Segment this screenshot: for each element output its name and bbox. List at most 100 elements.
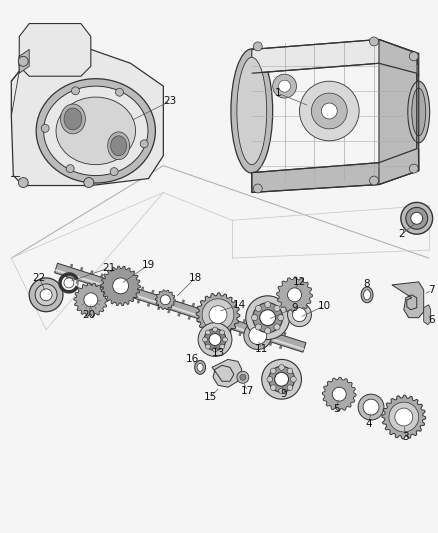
Ellipse shape (108, 132, 130, 160)
Circle shape (288, 303, 311, 327)
Ellipse shape (361, 287, 373, 303)
Polygon shape (11, 50, 163, 185)
Circle shape (253, 184, 262, 193)
Circle shape (110, 168, 118, 175)
Circle shape (265, 328, 271, 334)
Text: 3: 3 (403, 432, 409, 442)
Polygon shape (263, 326, 266, 329)
Ellipse shape (64, 108, 82, 130)
Polygon shape (100, 273, 103, 278)
Circle shape (370, 176, 378, 185)
Circle shape (274, 324, 280, 330)
Polygon shape (249, 335, 252, 339)
Text: 2: 2 (399, 229, 405, 239)
Circle shape (287, 368, 293, 374)
Polygon shape (172, 296, 175, 301)
Text: 14: 14 (233, 300, 247, 310)
Circle shape (205, 330, 210, 335)
Text: 8: 8 (364, 279, 371, 289)
Polygon shape (137, 300, 140, 303)
Polygon shape (162, 293, 164, 297)
Text: 11: 11 (255, 344, 268, 354)
Text: 20: 20 (82, 310, 95, 320)
Ellipse shape (194, 360, 205, 374)
Circle shape (273, 74, 297, 98)
Polygon shape (192, 303, 195, 307)
Circle shape (251, 314, 258, 321)
Circle shape (160, 295, 170, 305)
Text: 12: 12 (293, 277, 306, 287)
Circle shape (279, 365, 284, 370)
Polygon shape (101, 266, 141, 306)
Polygon shape (196, 293, 240, 336)
Polygon shape (322, 377, 356, 411)
Ellipse shape (364, 290, 371, 300)
Circle shape (116, 88, 124, 96)
Polygon shape (66, 277, 69, 280)
Polygon shape (392, 282, 424, 318)
Text: 21: 21 (102, 263, 115, 273)
Polygon shape (208, 322, 211, 326)
Circle shape (268, 366, 294, 392)
Circle shape (260, 310, 276, 326)
Text: 18: 18 (188, 273, 202, 283)
Polygon shape (273, 329, 276, 333)
Polygon shape (96, 286, 99, 290)
Circle shape (18, 177, 28, 188)
Text: 4: 4 (366, 419, 372, 429)
Circle shape (209, 334, 221, 345)
Circle shape (389, 402, 419, 432)
Polygon shape (277, 277, 312, 313)
Polygon shape (55, 269, 304, 350)
Circle shape (255, 305, 261, 311)
Polygon shape (86, 283, 89, 287)
Polygon shape (19, 23, 91, 76)
Polygon shape (155, 290, 175, 310)
Circle shape (409, 164, 418, 173)
Polygon shape (141, 287, 144, 290)
Circle shape (209, 306, 227, 324)
Text: 1: 1 (274, 88, 281, 98)
Circle shape (253, 303, 283, 333)
Circle shape (35, 284, 57, 306)
Circle shape (332, 387, 346, 401)
Circle shape (204, 329, 226, 351)
Polygon shape (198, 319, 201, 323)
Circle shape (202, 299, 234, 330)
Circle shape (279, 80, 290, 92)
Circle shape (270, 385, 276, 391)
Ellipse shape (197, 364, 203, 372)
Circle shape (358, 394, 384, 420)
Text: 17: 17 (241, 386, 254, 396)
Circle shape (66, 165, 74, 173)
Polygon shape (283, 332, 286, 336)
Ellipse shape (412, 88, 426, 136)
Polygon shape (424, 305, 431, 325)
Circle shape (64, 278, 74, 288)
Circle shape (253, 42, 262, 51)
Text: 15: 15 (203, 392, 217, 402)
Circle shape (220, 330, 225, 335)
Polygon shape (117, 293, 120, 297)
Circle shape (205, 344, 210, 349)
Polygon shape (131, 284, 134, 287)
Polygon shape (54, 263, 306, 352)
Circle shape (202, 337, 207, 342)
Text: 9: 9 (280, 389, 287, 399)
Polygon shape (229, 329, 231, 333)
Polygon shape (74, 283, 108, 317)
Polygon shape (239, 332, 242, 336)
Text: 22: 22 (32, 273, 46, 283)
Polygon shape (157, 306, 160, 310)
Polygon shape (127, 296, 130, 300)
Polygon shape (188, 316, 191, 320)
Circle shape (84, 177, 94, 188)
Text: 19: 19 (142, 260, 155, 270)
Ellipse shape (111, 136, 127, 156)
Circle shape (411, 212, 423, 224)
Polygon shape (212, 359, 242, 387)
Polygon shape (233, 316, 236, 320)
Circle shape (84, 293, 98, 307)
Circle shape (240, 374, 246, 380)
Circle shape (395, 408, 413, 426)
